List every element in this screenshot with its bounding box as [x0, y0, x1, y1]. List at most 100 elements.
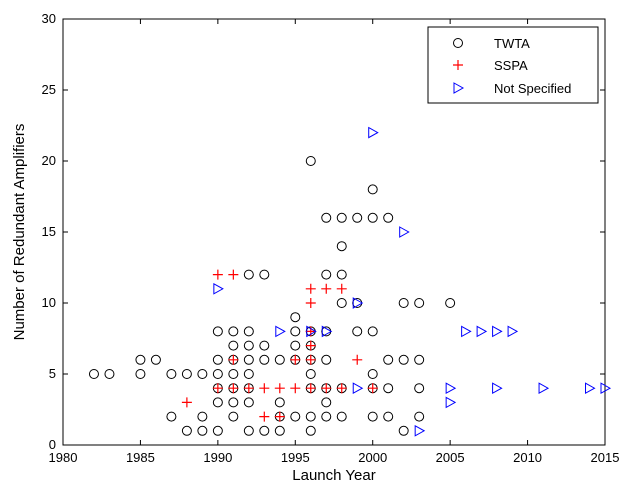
not-specified-point — [368, 126, 379, 139]
y-tick-label: 15 — [42, 224, 56, 239]
sspa-point — [212, 269, 223, 280]
twta-point — [367, 411, 378, 422]
twta-point — [243, 397, 254, 408]
sspa-point — [290, 383, 301, 394]
sspa-point — [305, 283, 316, 294]
twta-point — [228, 397, 239, 408]
legend-label-twta: TWTA — [494, 36, 530, 51]
twta-point — [305, 425, 316, 436]
not-specified-point — [445, 382, 457, 395]
sspa-point — [305, 298, 316, 308]
y-axis-label: Number of Redundant Amplifiers — [11, 124, 28, 341]
legend: TWTA SSPA Not Specified — [427, 26, 599, 104]
x-axis-label: Launch Year — [292, 467, 375, 484]
sspa-point — [259, 383, 270, 394]
twta-point — [383, 354, 394, 365]
twta-point — [290, 326, 301, 337]
x-tick-label: 2010 — [513, 450, 542, 465]
twta-point — [336, 411, 347, 422]
y-tick-label: 0 — [49, 437, 56, 452]
not-specified-point — [538, 382, 550, 395]
x-tick-label: 2000 — [358, 450, 387, 465]
sspa-point — [243, 383, 254, 394]
legend-label-sspa: SSPA — [494, 58, 528, 73]
legend-label-not-specified: Not Specified — [494, 81, 571, 96]
y-tick-label: 25 — [42, 82, 56, 97]
twta-point — [321, 397, 332, 408]
twta-point — [212, 425, 223, 436]
twta-point — [352, 326, 363, 337]
not-specified-point — [492, 382, 503, 395]
twta-point — [414, 411, 425, 422]
twta-point — [259, 340, 270, 351]
twta-point — [414, 298, 425, 308]
y-tick-label: 10 — [42, 295, 56, 310]
x-tick-label: 1980 — [49, 450, 78, 465]
not-specified-point — [352, 297, 364, 309]
sspa-point — [228, 383, 239, 394]
twta-point — [228, 326, 239, 337]
twta-point — [259, 269, 270, 280]
twta-point — [259, 354, 270, 365]
twta-point — [212, 397, 223, 408]
twta-point — [243, 340, 254, 351]
twta-point — [305, 411, 316, 422]
twta-point — [336, 269, 347, 280]
not-specified-point — [275, 325, 286, 338]
sspa-point — [228, 354, 239, 365]
not-specified-point — [461, 325, 472, 338]
twta-point — [321, 269, 332, 280]
x-tick-label: 1990 — [203, 450, 232, 465]
twta-point — [104, 369, 115, 379]
twta-point — [243, 369, 254, 379]
not-specified-point — [507, 325, 519, 338]
twta-legend-marker — [453, 38, 463, 48]
x-tick-label: 2005 — [436, 450, 465, 465]
twta-point — [197, 369, 208, 379]
twta-point — [243, 326, 254, 337]
twta-point — [135, 369, 146, 379]
twta-point — [321, 411, 332, 422]
not-specified-point — [600, 382, 612, 395]
twta-point — [336, 241, 347, 252]
sspa-point — [259, 411, 270, 422]
twta-point — [228, 340, 239, 351]
y-tick-label: 20 — [42, 153, 56, 168]
twta-point — [228, 411, 239, 422]
x-tick-label: 2015 — [591, 450, 620, 465]
twta-point — [243, 354, 254, 365]
x-tick-label: 1985 — [126, 450, 155, 465]
data-points — [88, 126, 612, 437]
sspa-point — [336, 283, 347, 294]
twta-point — [305, 156, 316, 166]
twta-point — [274, 397, 285, 408]
axis-ticks: 1980 1985 1990 1995 2000 2005 2010 2015 0 5 10 15 20… — [42, 11, 620, 465]
twta-point — [367, 369, 378, 379]
twta-point — [398, 298, 409, 308]
legend-markers — [453, 38, 465, 94]
sspa-point — [274, 383, 285, 394]
not-specified-point — [321, 325, 333, 338]
not-specified-point — [399, 226, 410, 238]
twta-point — [321, 212, 332, 223]
sspa-point — [305, 383, 316, 394]
sspa-point — [274, 411, 285, 422]
y-tick-label: 5 — [49, 366, 56, 381]
twta-point — [197, 411, 208, 422]
twta-point — [305, 369, 316, 379]
y-tick-label: 30 — [42, 11, 56, 26]
sspa-point — [321, 283, 332, 294]
sspa-point — [336, 383, 347, 394]
sspa-point — [305, 354, 316, 365]
sspa-point — [290, 354, 301, 365]
twta-point — [414, 354, 425, 365]
sspa-point — [212, 383, 223, 394]
twta-point — [398, 425, 409, 436]
twta-point — [259, 425, 270, 436]
twta-point — [274, 425, 285, 436]
twta-point — [88, 369, 99, 379]
twta-point — [197, 425, 208, 436]
twta-point — [383, 212, 394, 223]
twta-point — [336, 212, 347, 223]
